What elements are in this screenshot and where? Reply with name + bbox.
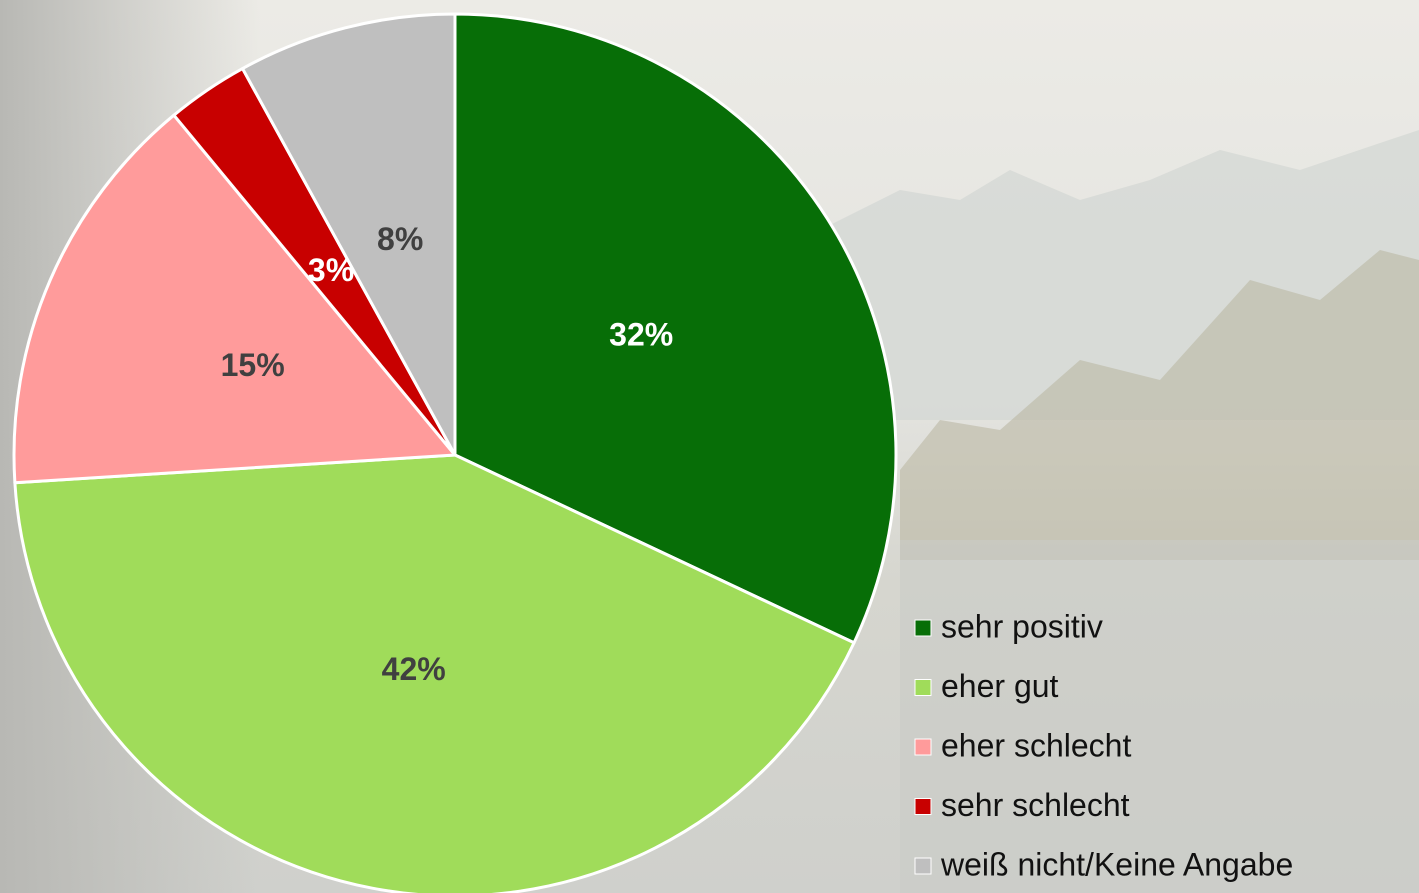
legend-swatch <box>915 620 931 636</box>
legend-label: eher schlecht <box>941 727 1131 763</box>
legend-swatch <box>915 858 931 874</box>
legend-swatch <box>915 680 931 696</box>
page: {"chart_data": {"type": "pie", "categori… <box>0 0 1419 893</box>
data-label: 42% <box>382 651 446 687</box>
pie <box>14 14 896 893</box>
legend-label: sehr schlecht <box>941 787 1130 823</box>
legend-label: eher gut <box>941 668 1059 704</box>
data-label: 3% <box>308 252 354 288</box>
data-label: 32% <box>609 316 673 352</box>
legend-label: sehr positiv <box>941 608 1103 644</box>
legend-swatch <box>915 799 931 815</box>
legend-label: weiß nicht/Keine Angabe <box>940 846 1293 882</box>
chart: 32% 42% 15% 3% 8% sehr positiv eher gut eher s… <box>0 0 1419 893</box>
data-label: 15% <box>221 347 285 383</box>
legend-swatch <box>915 739 931 755</box>
data-label: 8% <box>377 221 423 257</box>
